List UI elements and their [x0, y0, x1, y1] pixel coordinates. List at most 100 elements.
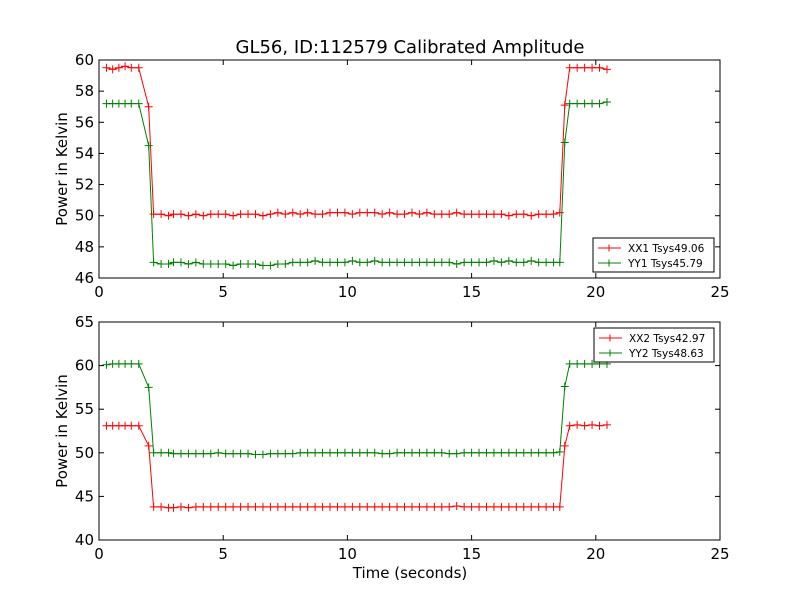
data-point	[542, 448, 551, 457]
data-point	[482, 258, 491, 267]
data-point	[385, 502, 394, 511]
data-point	[157, 448, 166, 457]
data-point	[430, 210, 439, 219]
data-point	[452, 449, 461, 458]
data-point	[144, 441, 153, 450]
data-point	[318, 448, 327, 457]
legend: XX1 Tsys49.06 YY1 Tsys45.79	[592, 237, 715, 273]
data-point	[206, 449, 215, 458]
data-point	[108, 65, 117, 74]
data-point	[214, 502, 223, 511]
data-point	[445, 210, 454, 219]
data-point	[176, 210, 185, 219]
data-point	[437, 502, 446, 511]
legend: XX2 Tsys42.97 YY2 Tsys48.63	[593, 327, 715, 363]
data-point	[303, 448, 312, 457]
data-point	[333, 448, 342, 457]
data-point	[326, 448, 335, 457]
data-point	[407, 502, 416, 511]
data-point	[206, 259, 215, 268]
x-tick-label: 5	[218, 283, 228, 301]
data-point	[393, 448, 402, 457]
series-line-xx1	[106, 65, 608, 217]
legend-marker	[606, 349, 614, 357]
data-point	[355, 448, 364, 457]
data-point	[244, 502, 253, 511]
data-point	[400, 448, 409, 457]
plot-frame	[98, 59, 721, 279]
bottom-subplot: 0 5 10 15 20 25 40 45 50 55 60 65 Power in Kelvin XX2…	[53, 313, 730, 563]
data-point	[244, 210, 253, 219]
data-point	[452, 208, 461, 217]
data-point	[273, 259, 282, 268]
data-point	[134, 63, 143, 72]
data-point	[595, 63, 604, 72]
x-tick-label: 10	[338, 283, 357, 301]
data-point	[430, 502, 439, 511]
data-point	[214, 259, 223, 268]
data-point	[565, 63, 574, 72]
data-point	[303, 258, 312, 267]
data-point	[127, 99, 136, 108]
data-point	[489, 502, 498, 511]
y-tick-label: 40	[75, 531, 94, 549]
data-point	[460, 448, 469, 457]
data-point	[149, 210, 158, 219]
data-point	[407, 448, 416, 457]
data-point	[519, 448, 528, 457]
data-point	[573, 63, 582, 72]
data-point	[580, 359, 589, 368]
data-point	[393, 258, 402, 267]
y-tick-label: 60	[75, 51, 94, 69]
data-point	[281, 449, 290, 458]
data-point	[236, 449, 245, 458]
data-point	[560, 138, 569, 147]
x-tick-label: 0	[94, 283, 104, 301]
data-point	[489, 210, 498, 219]
legend-entry-label: XX1 Tsys49.06	[628, 243, 705, 255]
data-point	[595, 99, 604, 108]
data-point	[221, 259, 230, 268]
data-point	[504, 502, 513, 511]
data-point	[460, 210, 469, 219]
data-point	[527, 211, 536, 220]
data-point	[573, 359, 582, 368]
data-point	[415, 448, 424, 457]
x-tick-label: 25	[710, 283, 729, 301]
data-point	[318, 258, 327, 267]
data-point	[206, 210, 215, 219]
data-point	[363, 448, 372, 457]
data-point	[415, 502, 424, 511]
legend-entry-label: XX2 Tsys42.97	[629, 333, 705, 345]
data-point	[311, 210, 320, 219]
x-tick-label: 15	[462, 545, 481, 563]
data-point	[348, 448, 357, 457]
data-point	[565, 359, 574, 368]
data-point	[497, 258, 506, 267]
y-tick-label: 55	[75, 400, 94, 418]
data-point	[422, 448, 431, 457]
data-point	[199, 211, 208, 220]
data-point	[393, 502, 402, 511]
data-point	[127, 421, 136, 430]
y-tick-label: 60	[75, 357, 94, 375]
data-point	[296, 210, 305, 219]
data-point	[251, 210, 260, 219]
legend-box	[592, 237, 715, 273]
data-point	[251, 450, 260, 459]
data-point	[236, 259, 245, 268]
data-point	[400, 502, 409, 511]
data-point	[370, 502, 379, 511]
data-point	[467, 258, 476, 267]
data-point	[542, 210, 551, 219]
data-point	[340, 502, 349, 511]
data-point	[164, 211, 173, 220]
data-point	[191, 449, 200, 458]
y-tick-label: 52	[75, 176, 94, 194]
data-point	[475, 502, 484, 511]
data-point	[288, 449, 297, 458]
data-point	[519, 258, 528, 267]
data-point	[184, 449, 193, 458]
data-point	[489, 448, 498, 457]
y-tick-label: 54	[75, 144, 94, 162]
